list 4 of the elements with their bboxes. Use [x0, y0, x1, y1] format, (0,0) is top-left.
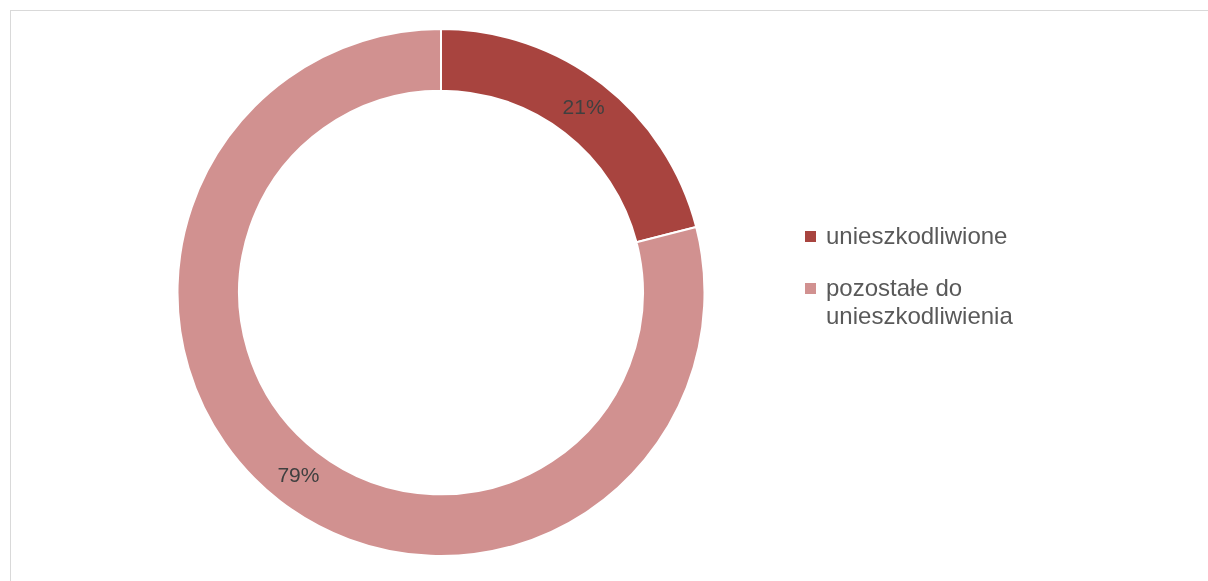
data-label: 21%: [562, 95, 605, 119]
legend-label: unieszkodliwione: [826, 222, 1009, 250]
legend-label: pozostałe do unieszkodliwienia: [826, 274, 1014, 330]
data-label: 79%: [277, 463, 320, 487]
